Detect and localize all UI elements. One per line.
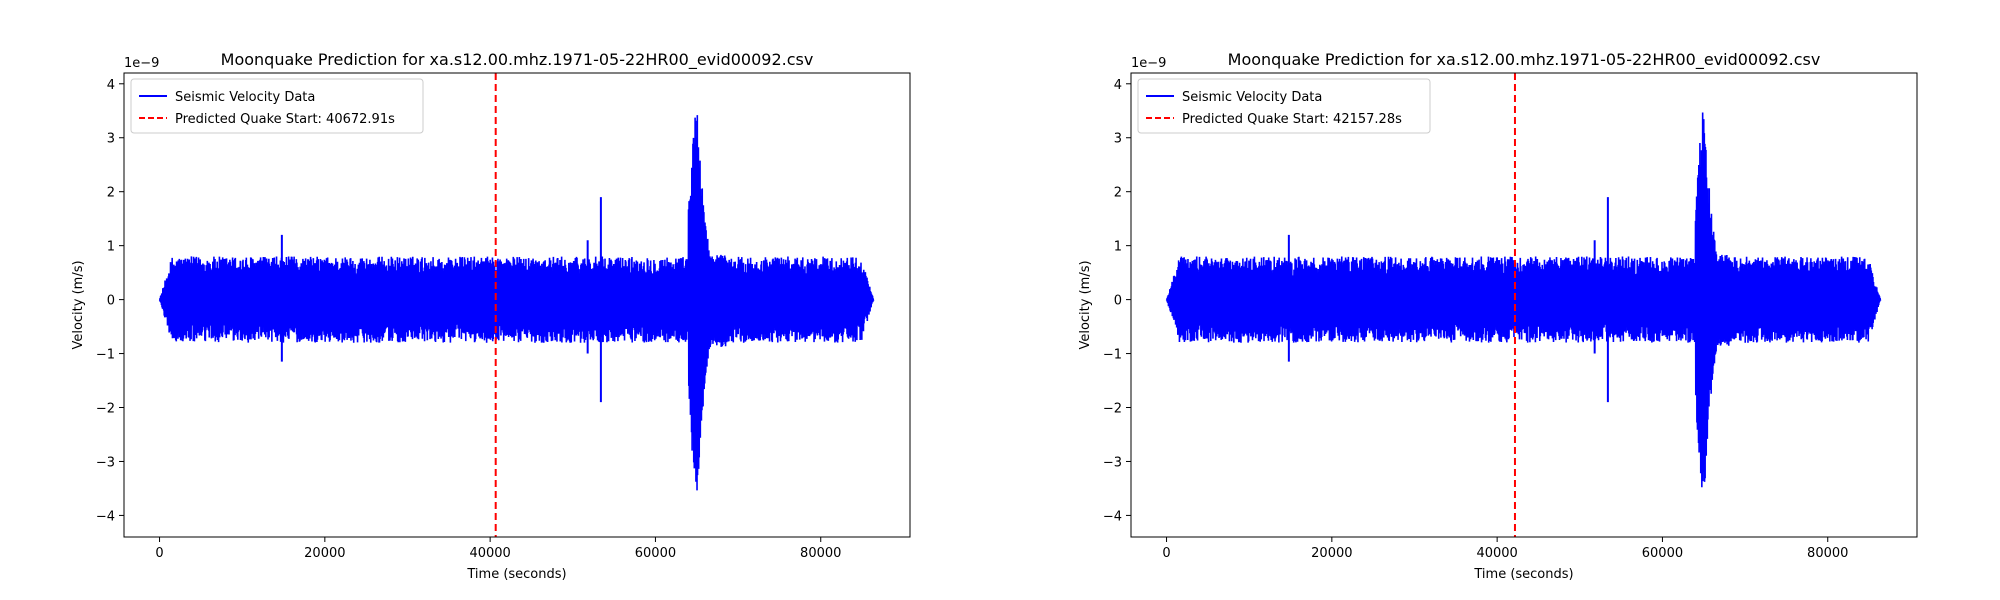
series-seismic-velocity-line [1165, 112, 1882, 488]
series-seismic-velocity-line [158, 115, 875, 491]
x-tick-label: 0 [155, 546, 163, 561]
y-tick-label: −2 [96, 402, 115, 417]
legend-label-predicted: Predicted Quake Start: 42157.28s [1182, 112, 1402, 127]
y-tick-label: 3 [107, 132, 115, 147]
y-tick-label: 0 [1114, 294, 1122, 309]
x-tick-label: 20000 [304, 546, 345, 561]
x-tick-label: 40000 [1476, 546, 1517, 561]
legend: Seismic Velocity Data Predicted Quake Sta… [130, 78, 424, 134]
legend: Seismic Velocity Data Predicted Quake Sta… [1137, 78, 1431, 134]
y-axis-label: Velocity (m/s) [71, 260, 86, 349]
y-tick-label: −3 [96, 455, 115, 470]
y-offset-text: 1e−9 [124, 56, 159, 71]
x-tick-label: 40000 [469, 546, 510, 561]
plot-frame [123, 72, 911, 538]
plot-frame [1130, 72, 1918, 538]
y-tick-label: 4 [1114, 78, 1122, 93]
y-tick-label: −1 [1103, 348, 1122, 363]
y-axis-label: Velocity (m/s) [1078, 260, 1093, 349]
legend-label-seismic: Seismic Velocity Data [175, 90, 315, 105]
y-tick-label: 1 [107, 240, 115, 255]
legend-label-seismic: Seismic Velocity Data [1182, 90, 1322, 105]
chart-2: 0 20000 40000 60000 80000 −4 −3 −2 −1 0 1 2 3 4 1e−9 Mo… [1078, 50, 1918, 582]
y-tick-label: −4 [96, 509, 115, 524]
x-axis-label: Time (seconds) [1473, 567, 1573, 582]
legend-box [130, 78, 424, 134]
y-tick-label: 0 [107, 294, 115, 309]
chart-1: 0 20000 40000 60000 80000 −4 −3 −2 −1 0 1 2 3 4 1e−9 Mo… [71, 50, 911, 582]
x-tick-label: 60000 [635, 546, 676, 561]
legend-label-predicted: Predicted Quake Start: 40672.91s [175, 112, 395, 127]
y-tick-label: 2 [107, 186, 115, 201]
y-tick-label: −1 [96, 348, 115, 363]
chart-title: Moonquake Prediction for xa.s12.00.mhz.1… [1228, 50, 1821, 70]
y-offset-text: 1e−9 [1131, 56, 1166, 71]
y-tick-label: 3 [1114, 132, 1122, 147]
y-tick-label: 4 [107, 78, 115, 93]
x-tick-label: 60000 [1642, 546, 1683, 561]
x-tick-label: 0 [1162, 546, 1170, 561]
y-tick-label: 1 [1114, 240, 1122, 255]
x-axis-label: Time (seconds) [466, 567, 566, 582]
x-tick-label: 80000 [800, 546, 841, 561]
y-tick-label: −2 [1103, 402, 1122, 417]
legend-box [1137, 78, 1431, 134]
y-tick-label: −4 [1103, 509, 1122, 524]
x-tick-label: 20000 [1311, 546, 1352, 561]
y-tick-label: −3 [1103, 455, 1122, 470]
y-tick-label: 2 [1114, 186, 1122, 201]
x-tick-label: 80000 [1807, 546, 1848, 561]
chart-title: Moonquake Prediction for xa.s12.00.mhz.1… [221, 50, 814, 70]
